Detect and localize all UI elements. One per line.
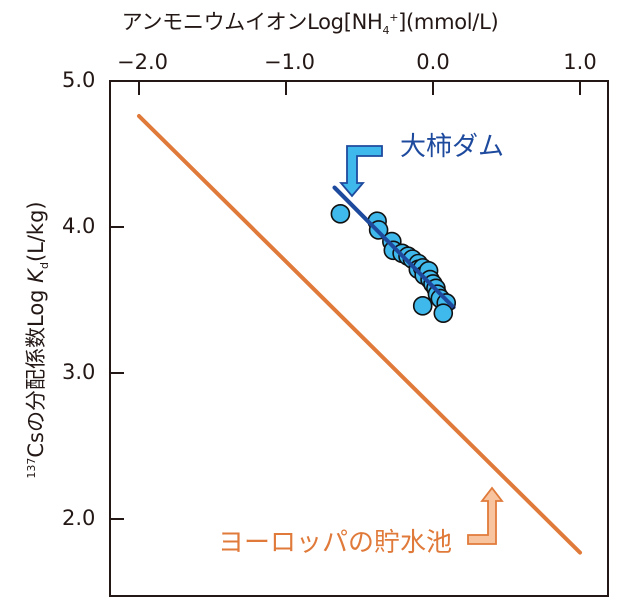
x-tick-label: 1.0 <box>563 50 597 74</box>
y-ticks <box>110 226 124 520</box>
x-tick-label: −2.0 <box>117 50 168 74</box>
series-line <box>137 114 582 555</box>
x-tick-label: 0.0 <box>416 50 450 74</box>
bent-up-arrow-icon <box>467 486 504 545</box>
bent-down-arrow-icon <box>339 145 383 198</box>
x-ticks <box>138 81 581 95</box>
x-axis-title-prefix: アンモニウムイオンLog[NH <box>121 10 383 34</box>
x-axis-title: アンモニウムイオンLog[NH4+](mmol/L) <box>0 6 620 37</box>
y-tick-label: 3.0 <box>62 360 96 384</box>
x-tick-label: −1.0 <box>264 50 315 74</box>
x-axis-title-sup: + <box>389 11 399 24</box>
plot-frame <box>109 80 609 597</box>
annotation-oogaki-dam: 大柿ダム <box>400 132 505 162</box>
y-tick-label: 5.0 <box>62 68 96 92</box>
y-tick-label: 4.0 <box>62 214 96 238</box>
series-lines <box>137 114 582 555</box>
data-point <box>412 296 433 316</box>
regression-line <box>333 186 455 309</box>
data-point <box>433 303 454 323</box>
data-point <box>330 204 351 224</box>
annotation-europe-reservoir: ヨーロッパの貯水池 <box>218 528 453 558</box>
x-axis-title-suffix: ](mmol/L) <box>398 10 499 34</box>
series-points <box>330 186 457 323</box>
y-tick-label: 2.0 <box>62 506 96 530</box>
x-axis-title-sub: 4 <box>382 24 390 38</box>
